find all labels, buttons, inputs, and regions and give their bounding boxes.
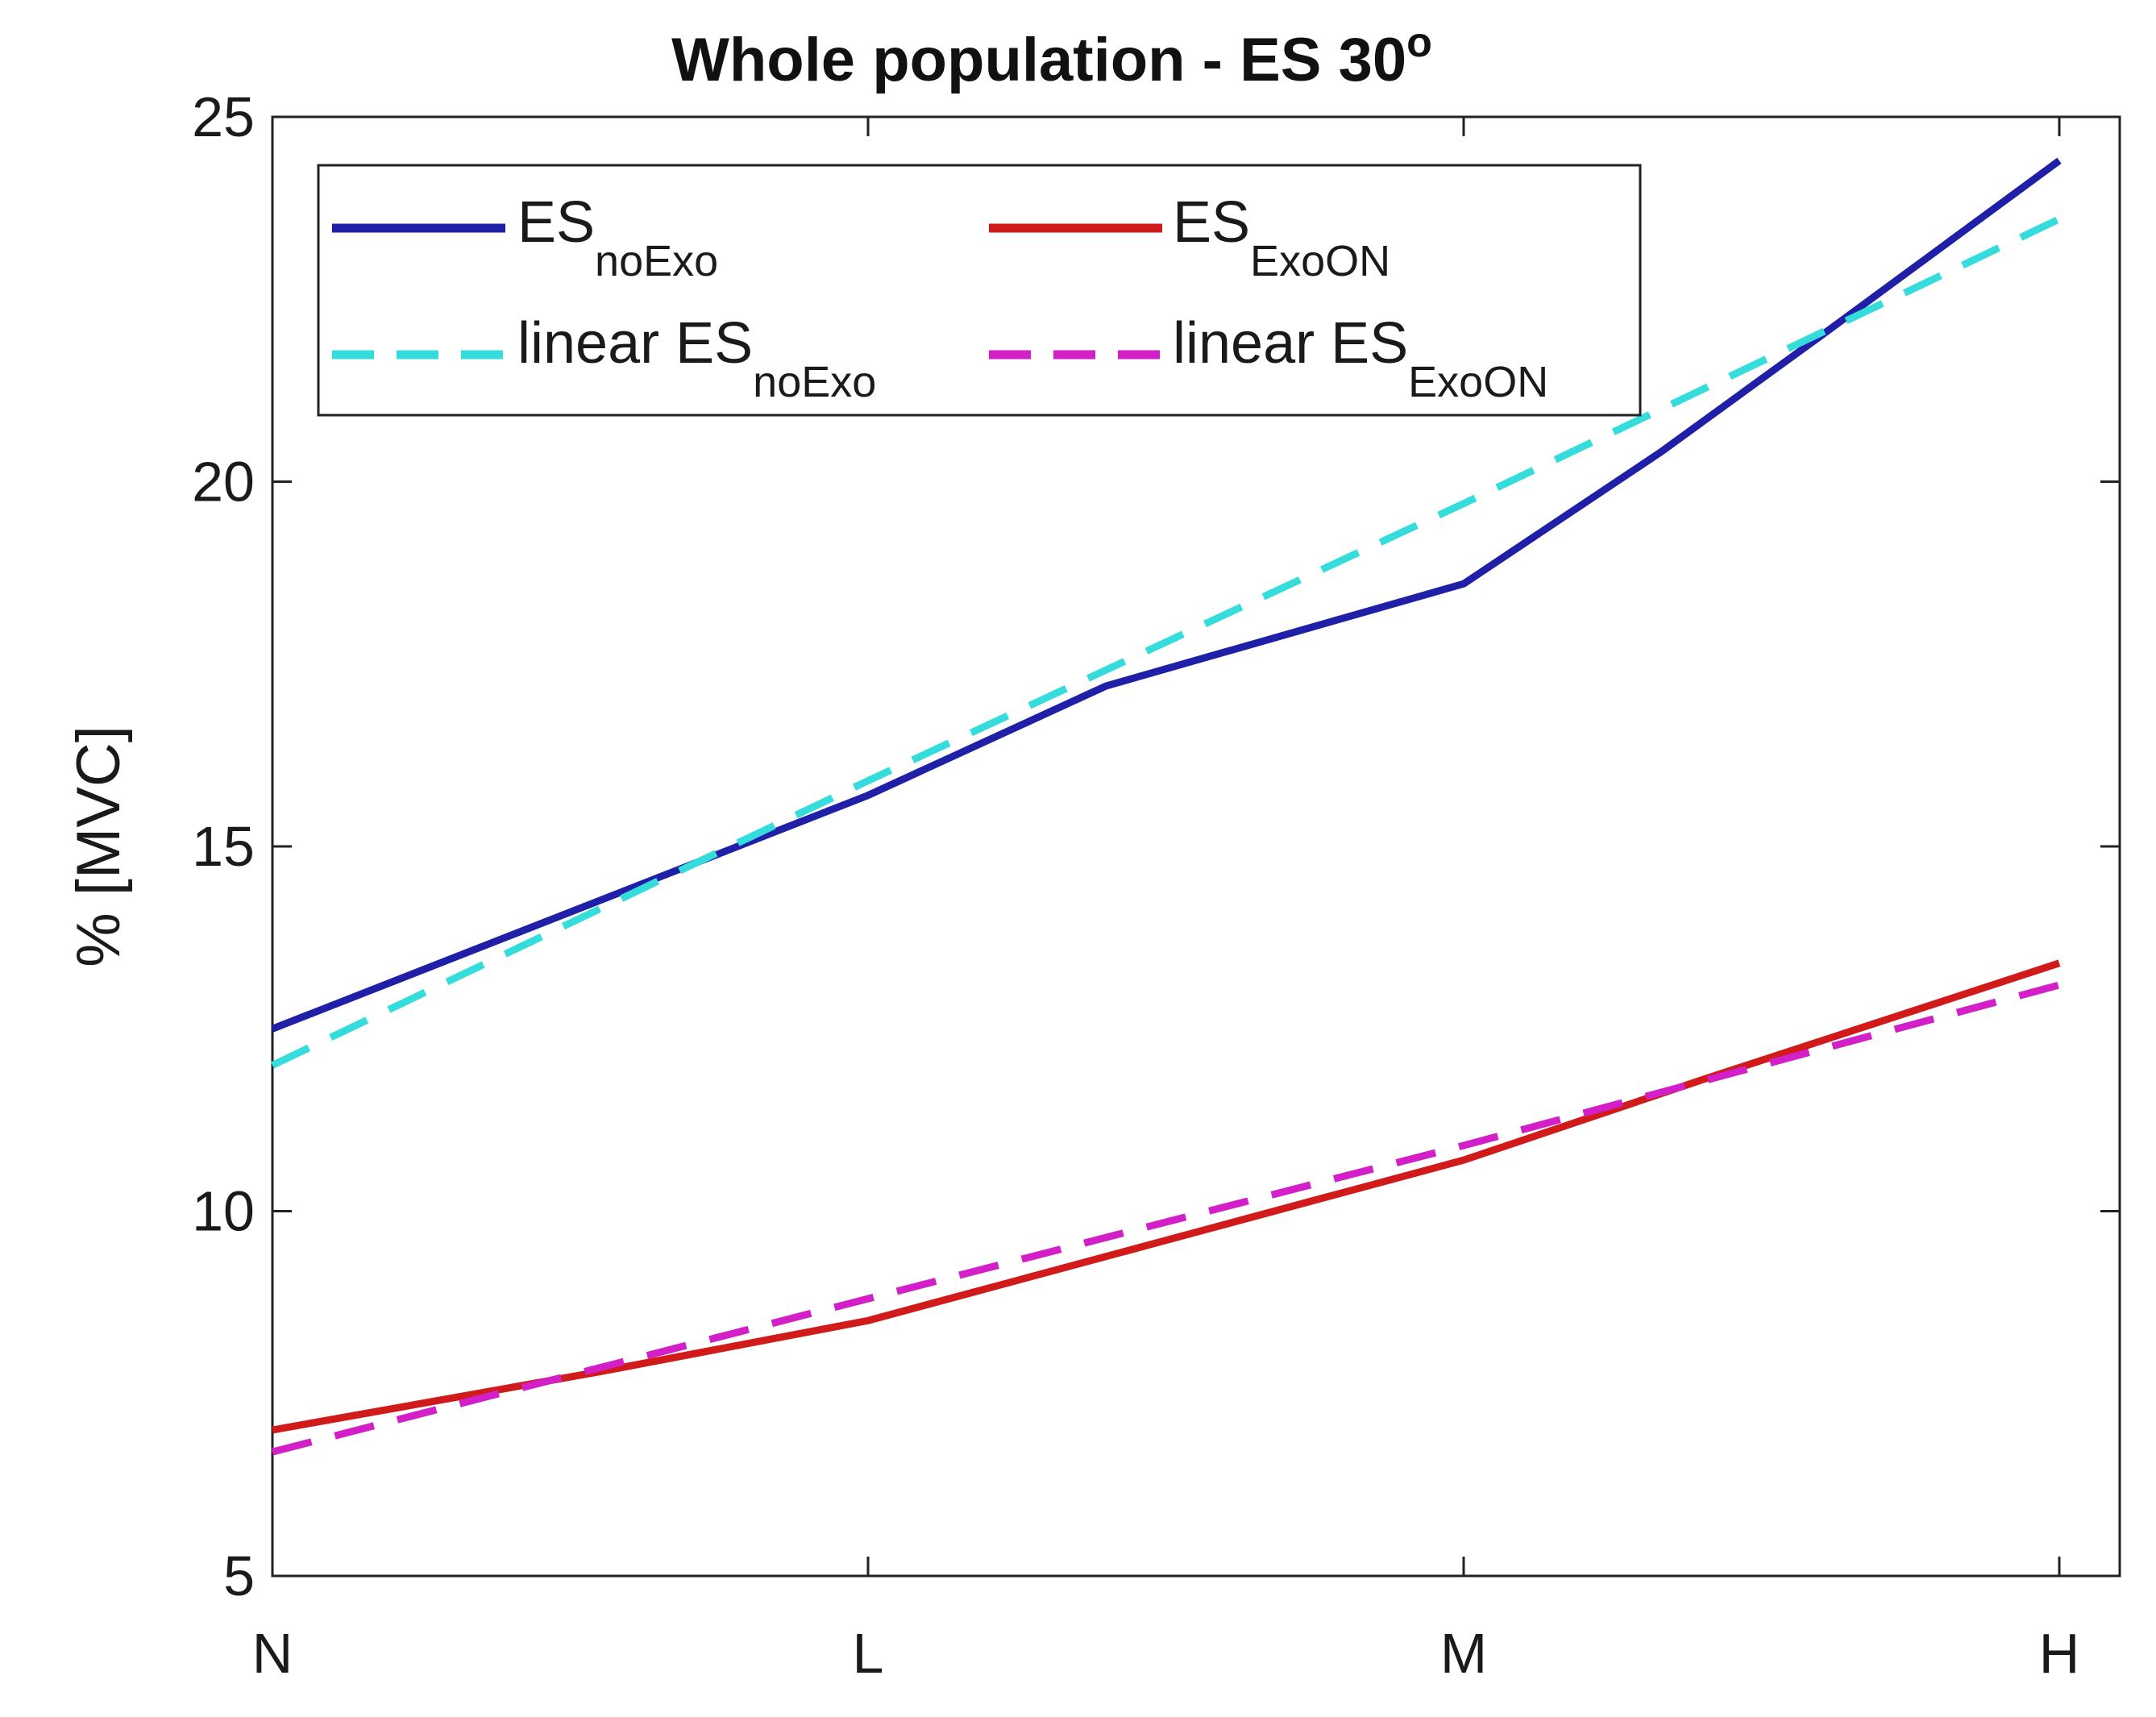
y-axis-label: % [MVC] xyxy=(64,725,133,967)
y-tick-label: 10 xyxy=(192,1180,255,1243)
legend-box xyxy=(317,164,1642,417)
chart-title-text: Whole population - ES 30 xyxy=(671,26,1406,94)
chart-title: Whole population - ES 30o xyxy=(671,19,1432,94)
y-tick-label: 15 xyxy=(192,815,255,878)
legend: ESnoExo ESExoON linear ESnoExo linear ES… xyxy=(317,164,1642,417)
legend-sub-es-noexo: noExo xyxy=(595,237,718,285)
series-line-es-exoon xyxy=(272,959,2061,1434)
legend-sub-es-exoon: ExoON xyxy=(1250,237,1390,285)
y-tick-label: 20 xyxy=(192,451,255,513)
legend-main-es-exoon: ES xyxy=(1173,190,1250,255)
x-tick-label: L xyxy=(853,1622,884,1685)
legend-sub-linear-es-exoon: ExoON xyxy=(1408,358,1548,406)
legend-main-linear-es-exoon: linear ES xyxy=(1173,311,1408,376)
legend-label-es-exoon: ESExoON xyxy=(1173,190,1390,285)
chart-title-superscript: o xyxy=(1406,19,1432,66)
legend-label-linear-es-noexo: linear ESnoExo xyxy=(517,311,876,406)
y-ticks: 5 10 15 20 25 xyxy=(192,85,2120,1607)
legend-sub-linear-es-noexo: noExo xyxy=(753,358,876,406)
y-tick-label: 5 xyxy=(223,1544,255,1607)
legend-label-linear-es-exoon: linear ESExoON xyxy=(1173,311,1548,406)
x-tick-label: M xyxy=(1440,1622,1487,1685)
x-tick-label: H xyxy=(2039,1622,2080,1685)
series-line-linear-es-noexo xyxy=(271,215,2061,1069)
x-tick-label: N xyxy=(252,1622,293,1685)
legend-main-linear-es-noexo: linear ES xyxy=(517,311,753,376)
y-tick-label: 25 xyxy=(192,85,255,148)
legend-label-es-noexo: ESnoExo xyxy=(517,190,718,285)
series-line-linear-es-exoon xyxy=(271,981,2061,1456)
series-layer xyxy=(271,157,2062,1456)
legend-main-es-noexo: ES xyxy=(517,190,595,255)
